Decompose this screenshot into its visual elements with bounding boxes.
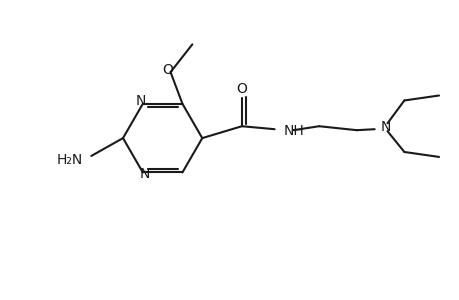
Text: O: O: [236, 82, 247, 96]
Text: N: N: [135, 94, 146, 108]
Text: N: N: [380, 120, 390, 134]
Text: N: N: [139, 167, 150, 182]
Text: NH: NH: [283, 124, 303, 138]
Text: H₂N: H₂N: [57, 153, 83, 167]
Text: O: O: [162, 63, 173, 77]
